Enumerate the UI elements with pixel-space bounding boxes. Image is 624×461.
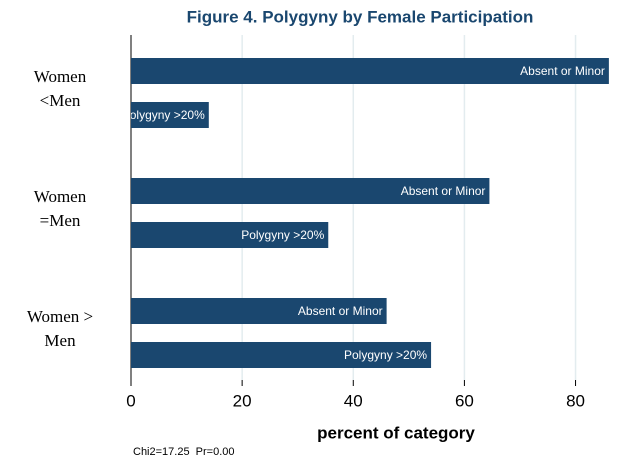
note: Chi2=17.25 Pr=0.00 xyxy=(133,446,235,458)
bar xyxy=(131,58,609,84)
bar-label: Absent or Minor xyxy=(520,64,605,78)
bar-label: Polygyny >20% xyxy=(122,108,205,122)
bar xyxy=(131,222,329,248)
chart-title: Figure 4. Polygyny by Female Participati… xyxy=(187,7,534,26)
bar xyxy=(131,178,490,204)
category-label: Women <Men xyxy=(33,67,87,110)
category-label: Women > Men xyxy=(26,307,94,350)
x-tick-label: 80 xyxy=(566,391,585,410)
bar-label: Polygyny >20% xyxy=(344,348,427,362)
bars: Absent or Minor Polygyny >20% Absent or Mi… xyxy=(122,58,609,368)
x-axis-label: percent of category xyxy=(317,423,475,442)
x-tick-label: 20 xyxy=(233,391,252,410)
x-tick-label: 40 xyxy=(344,391,363,410)
bar xyxy=(131,102,209,128)
bar-label: Polygyny >20% xyxy=(241,228,324,242)
x-tick-label: 0 xyxy=(126,391,135,410)
category-label: Women =Men xyxy=(33,187,87,230)
bar xyxy=(131,298,387,324)
bar-label: Absent or Minor xyxy=(298,304,383,318)
x-tick-label: 60 xyxy=(455,391,474,410)
bar-label: Absent or Minor xyxy=(401,184,486,198)
bar xyxy=(131,342,432,368)
